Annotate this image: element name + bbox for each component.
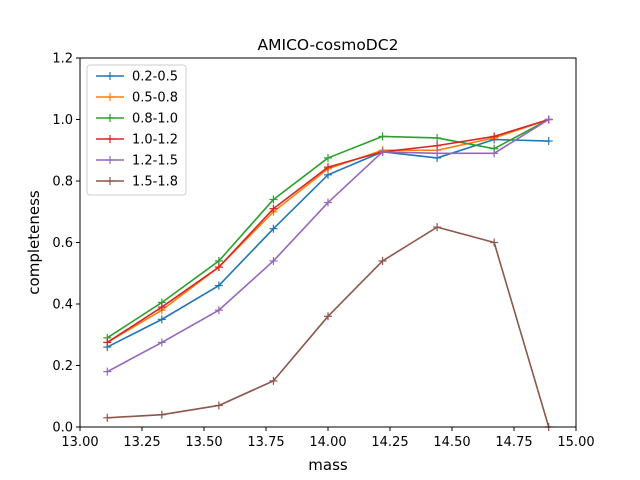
data-point bbox=[269, 195, 278, 204]
legend-label: 0.5-0.8 bbox=[132, 91, 178, 106]
legend: 0.2-0.5 0.5-0.8 0.8-1.0 1.0-1.2 1.2-1.5 1.5-1… bbox=[86, 64, 187, 196]
y-axis-label: completeness bbox=[25, 190, 43, 295]
data-point bbox=[324, 198, 332, 207]
legend-item: 0.8-1.0 bbox=[96, 112, 178, 127]
data-point bbox=[214, 281, 223, 290]
y-tick-label: 0.4 bbox=[52, 298, 73, 313]
y-axis-ticks: 0.0 0.2 0.4 0.6 0.8 1.0 1.2 bbox=[52, 52, 80, 436]
y-tick-label: 0.0 bbox=[52, 421, 73, 436]
legend-item: 0.5-0.8 bbox=[96, 91, 178, 106]
legend-item: 1.0-1.2 bbox=[96, 133, 178, 148]
data-point bbox=[103, 338, 112, 347]
data-point bbox=[433, 149, 442, 158]
data-point bbox=[433, 141, 442, 150]
chart-title: AMICO-cosmoDC2 bbox=[258, 36, 399, 54]
data-point bbox=[269, 204, 278, 213]
data-point bbox=[214, 263, 223, 272]
data-point bbox=[214, 306, 223, 315]
x-axis-label: mass bbox=[308, 456, 348, 474]
y-tick-label: 0.6 bbox=[52, 236, 73, 251]
data-point bbox=[378, 256, 387, 265]
data-point bbox=[269, 376, 278, 385]
x-tick-label: 14.25 bbox=[371, 435, 408, 450]
data-point bbox=[157, 303, 166, 312]
data-point bbox=[433, 133, 442, 142]
data-point bbox=[324, 163, 332, 172]
data-point bbox=[214, 401, 223, 410]
x-tick-label: 14.00 bbox=[309, 435, 346, 450]
data-point bbox=[490, 149, 499, 158]
legend-label: 1.2-1.5 bbox=[132, 154, 178, 169]
y-tick-label: 0.8 bbox=[52, 175, 73, 190]
y-tick-label: 1.0 bbox=[52, 113, 73, 128]
legend-item: 1.2-1.5 bbox=[96, 154, 178, 169]
legend-label: 1.0-1.2 bbox=[132, 133, 178, 148]
x-tick-label: 13.75 bbox=[247, 435, 284, 450]
legend-label: 0.8-1.0 bbox=[132, 112, 178, 127]
data-point bbox=[103, 367, 112, 376]
x-tick-label: 15.00 bbox=[557, 435, 594, 450]
data-point bbox=[324, 312, 332, 321]
series-layer bbox=[103, 115, 553, 431]
data-point bbox=[544, 137, 553, 146]
data-point bbox=[490, 238, 499, 247]
data-point bbox=[378, 147, 387, 156]
x-tick-label: 13.00 bbox=[61, 435, 98, 450]
x-tick-label: 13.25 bbox=[123, 435, 160, 450]
x-tick-label: 14.75 bbox=[495, 435, 532, 450]
data-point bbox=[269, 224, 278, 233]
data-point bbox=[157, 410, 166, 419]
y-tick-label: 0.2 bbox=[52, 359, 73, 374]
data-point bbox=[103, 413, 112, 422]
data-point bbox=[433, 223, 442, 232]
data-point bbox=[157, 338, 166, 347]
series-1.2-1.5 bbox=[103, 115, 553, 376]
legend-label: 1.5-1.8 bbox=[132, 175, 178, 190]
x-tick-label: 14.50 bbox=[433, 435, 470, 450]
data-point bbox=[544, 115, 553, 124]
data-point bbox=[378, 132, 387, 141]
legend-item: 0.2-0.5 bbox=[96, 70, 178, 85]
legend-label: 0.2-0.5 bbox=[132, 70, 178, 85]
legend-item: 1.5-1.8 bbox=[96, 175, 178, 190]
x-tick-label: 13.50 bbox=[185, 435, 222, 450]
data-point bbox=[269, 256, 278, 265]
series-1.5-1.8 bbox=[103, 223, 553, 431]
x-axis-ticks: 13.00 13.25 13.50 13.75 14.00 14.25 14.50 14.75… bbox=[61, 427, 595, 450]
y-tick-label: 1.2 bbox=[52, 52, 73, 67]
data-point bbox=[324, 153, 332, 162]
data-point bbox=[157, 315, 166, 324]
data-point bbox=[490, 132, 499, 141]
